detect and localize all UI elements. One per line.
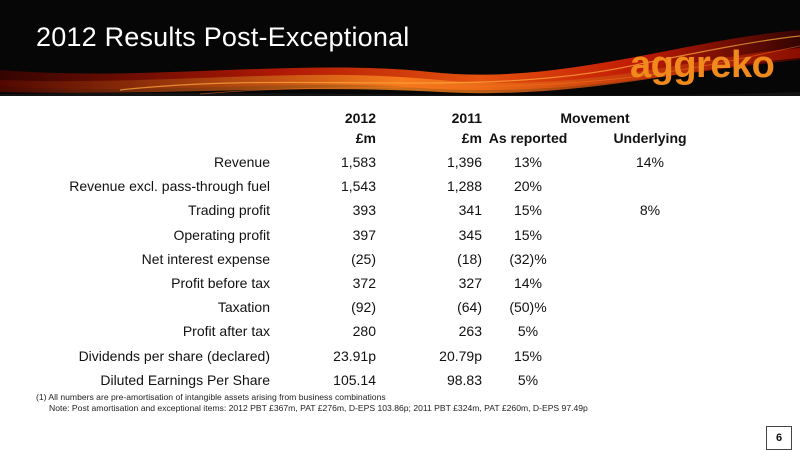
header-2011: 2011 <box>451 110 482 126</box>
value-2012: 1,543 <box>340 178 376 195</box>
value-2012: 397 <box>352 226 376 243</box>
page-number: 6 <box>766 426 792 450</box>
header-row: 2012 2011 Movement <box>0 110 800 132</box>
header-as-reported: As reported <box>488 130 568 146</box>
table-row: Diluted Earnings Per Share 105.14 98.83 5% <box>0 372 800 394</box>
row-label: Profit before tax <box>171 275 270 291</box>
value-underlying: 8% <box>639 202 661 219</box>
value-2011: 345 <box>458 226 482 243</box>
value-2011: 1,396 <box>446 154 482 170</box>
row-label: Diluted Earnings Per Share <box>100 371 270 388</box>
value-2012: 23.91p <box>333 347 376 364</box>
row-label: Taxation <box>217 299 270 316</box>
value-as-reported: 13% <box>513 154 543 170</box>
row-label: Trading profit <box>188 202 270 219</box>
table-row: Revenue 1,583 1,396 13% 14% <box>0 154 800 176</box>
table-row: Profit before tax 372 327 14% <box>0 275 800 297</box>
value-underlying: 14% <box>635 154 665 170</box>
value-2012: (25) <box>351 250 376 267</box>
table-row: Operating profit 397 345 15% <box>0 227 800 249</box>
value-as-reported: 15% <box>513 226 543 243</box>
value-2011: (64) <box>457 299 482 316</box>
table-row: Net interest expense (25) (18) (32)% <box>0 251 800 273</box>
value-as-reported: (32)% <box>509 250 547 267</box>
subheader-row: £m £m As reported Underlying <box>0 130 800 152</box>
value-2012: 372 <box>352 275 376 291</box>
value-2012: 393 <box>352 202 376 219</box>
value-as-reported: 15% <box>513 202 543 219</box>
value-2012: 280 <box>352 323 376 340</box>
header-2012: 2012 <box>344 110 376 126</box>
value-as-reported: 20% <box>513 178 543 195</box>
value-2011: 341 <box>458 202 482 219</box>
header-movement: Movement <box>560 110 630 126</box>
value-2012: 1,583 <box>340 154 376 170</box>
aggreko-logo: aggreko <box>630 44 775 86</box>
header-underlying: Underlying <box>613 130 687 146</box>
table-row: Revenue excl. pass-through fuel 1,543 1,28… <box>0 178 800 200</box>
row-label: Operating profit <box>173 226 271 243</box>
unit-2012: £m <box>355 130 376 146</box>
value-as-reported: (50)% <box>509 299 547 316</box>
value-as-reported: 5% <box>517 371 539 388</box>
slide-title: 2012 Results Post-Exceptional <box>36 22 410 52</box>
table-row: Dividends per share (declared) 23.91p 20.7… <box>0 348 800 370</box>
value-2011: 1,288 <box>446 178 482 195</box>
row-label: Dividends per share (declared) <box>78 347 270 364</box>
value-2011: 20.79p <box>439 347 482 364</box>
value-as-reported: 5% <box>517 323 539 340</box>
value-2012: 105.14 <box>333 371 376 388</box>
footnote-1: (1) All numbers are pre-amortisation of … <box>36 392 386 402</box>
table-row: Taxation (92) (64) (50)% <box>0 299 800 321</box>
value-as-reported: 14% <box>513 275 543 291</box>
footnotes: (1) All numbers are pre-amortisation of … <box>36 392 596 414</box>
row-label: Profit after tax <box>182 323 270 340</box>
row-label: Net interest expense <box>141 250 270 267</box>
footnote-2: Note: Post amortisation and exceptional … <box>49 403 588 413</box>
value-as-reported: 15% <box>513 347 543 364</box>
table-row: Trading profit 393 341 15% 8% <box>0 202 800 224</box>
row-label: Revenue <box>213 154 270 170</box>
value-2011: 327 <box>458 275 482 291</box>
value-2011: 263 <box>458 323 482 340</box>
value-2011: 98.83 <box>446 371 482 388</box>
table-row: Profit after tax 280 263 5% <box>0 323 800 345</box>
value-2011: (18) <box>457 250 482 267</box>
flame-swoosh-graphic <box>0 30 800 96</box>
value-2012: (92) <box>351 299 376 316</box>
title-banner: 2012 Results Post-Exceptional <box>0 0 800 96</box>
unit-2011: £m <box>461 130 482 146</box>
row-label: Revenue excl. pass-through fuel <box>69 178 270 195</box>
